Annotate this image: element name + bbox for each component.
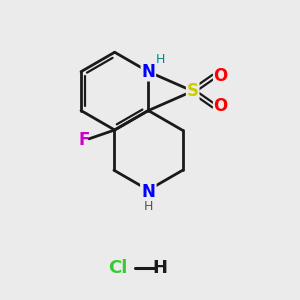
Text: H: H xyxy=(155,53,165,66)
Text: Cl: Cl xyxy=(109,259,128,277)
Text: S: S xyxy=(187,82,199,100)
Text: N: N xyxy=(141,182,155,200)
Text: N: N xyxy=(141,63,155,81)
Text: F: F xyxy=(78,131,89,149)
Text: H: H xyxy=(144,200,153,213)
Text: O: O xyxy=(213,68,227,85)
Text: H: H xyxy=(153,259,168,277)
Text: O: O xyxy=(213,97,227,115)
